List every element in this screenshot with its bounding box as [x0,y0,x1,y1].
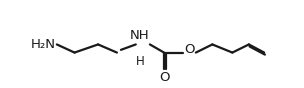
Text: O: O [184,43,195,56]
Text: H₂N: H₂N [31,38,56,51]
Text: O: O [160,71,170,84]
Text: NH: NH [130,29,150,42]
Text: H: H [136,55,144,68]
